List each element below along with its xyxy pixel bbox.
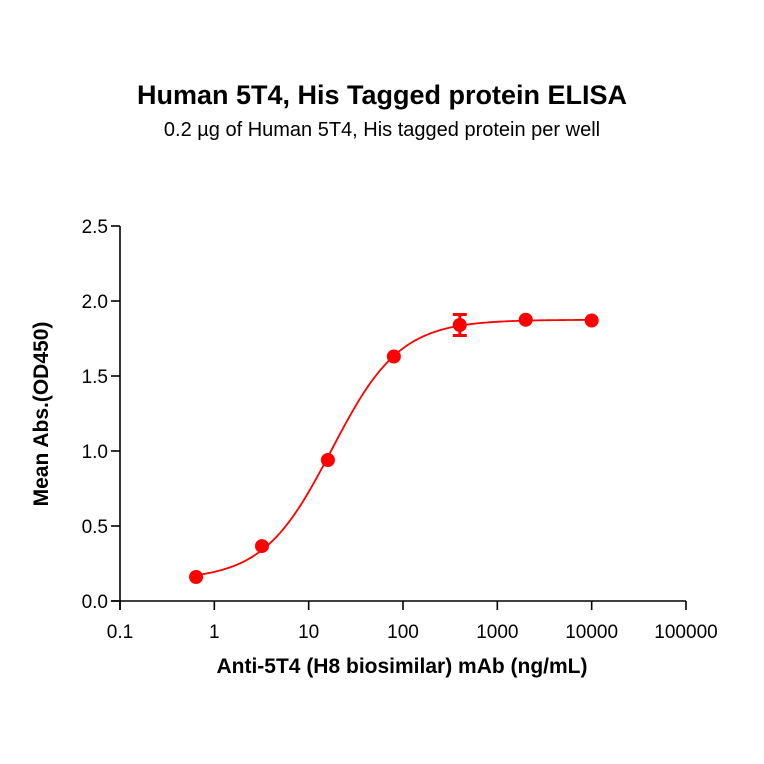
data-points [189, 312, 599, 584]
data-point-marker [386, 349, 401, 364]
x-tick-label: 1000 [476, 622, 518, 643]
data-point-marker [584, 313, 599, 328]
x-tick-label: 100 [387, 622, 419, 643]
x-tick-label: 100000 [654, 622, 717, 643]
chart-subtitle: 0.2 µg of Human 5T4, His tagged protein … [163, 119, 601, 141]
x-tick-label: 10 [298, 622, 319, 643]
data-point-marker [189, 570, 204, 584]
data-point-marker [254, 539, 269, 554]
y-tick-label: 0.0 [82, 592, 108, 613]
x-axis-label: Anti-5T4 (H8 biosimilar) mAb (ng/mL) [216, 655, 588, 678]
y-tick-label: 0.5 [82, 517, 108, 538]
data-point-marker [320, 453, 335, 467]
data-point-marker [518, 312, 533, 327]
x-tick-label: 10000 [565, 622, 618, 643]
x-tick-label: 1 [209, 622, 220, 643]
axes: 0.0 0.5 1.0 1.5 2.0 2.5 0.1 1 10 100 1000 10000 1000… [82, 217, 718, 643]
y-tick-label: 1.0 [82, 442, 108, 463]
data-point-marker [452, 318, 467, 332]
y-tick-label: 1.5 [82, 367, 108, 388]
x-tick-label: 0.1 [107, 622, 133, 643]
y-tick-label: 2.5 [82, 217, 108, 238]
y-tick-label: 2.0 [82, 292, 108, 313]
chart-title: Human 5T4, His Tagged protein ELISA [136, 80, 628, 110]
